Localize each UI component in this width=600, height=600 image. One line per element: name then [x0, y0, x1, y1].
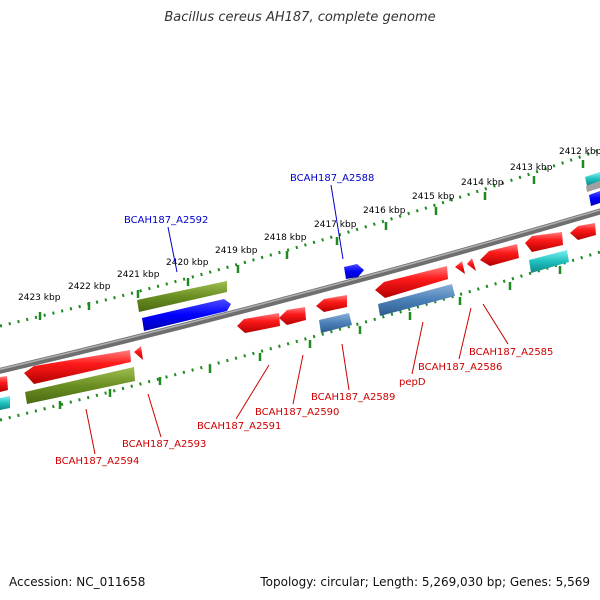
gene-feature[interactable] — [378, 284, 455, 316]
gene-feature[interactable] — [316, 295, 347, 312]
gene-feature[interactable] — [344, 264, 364, 279]
ruler-label: 2422 kbp — [68, 282, 111, 292]
gene-label[interactable]: BCAH187_A2589 — [311, 392, 395, 403]
ruler-label: 2413 kbp — [510, 163, 553, 173]
gene-label[interactable]: BCAH187_A2585 — [469, 347, 553, 358]
ruler-label: 2417 kbp — [314, 220, 357, 230]
genome-stats-text: Topology: circular; Length: 5,269,030 bp… — [260, 575, 590, 589]
gene-label[interactable]: BCAH187_A2591 — [197, 421, 281, 432]
gene-feature[interactable] — [0, 396, 10, 410]
forward-strand-features[interactable] — [137, 172, 600, 331]
gene-label[interactable]: BCAH187_A2593 — [122, 439, 206, 450]
gene-feature[interactable] — [570, 223, 596, 240]
gene-label[interactable]: BCAH187_A2586 — [418, 362, 502, 373]
gene-feature[interactable] — [137, 281, 227, 312]
gene-feature[interactable] — [24, 350, 131, 384]
gene-feature[interactable] — [529, 250, 569, 273]
gene-feature[interactable] — [589, 191, 600, 206]
lower-ruler-ticks — [58, 266, 562, 409]
gene-feature[interactable] — [585, 172, 600, 186]
genome-backbone — [0, 208, 600, 374]
gene-feature[interactable] — [134, 346, 143, 360]
gene-label[interactable]: BCAH187_A2594 — [55, 456, 139, 467]
gene-label[interactable]: pepD — [399, 377, 426, 388]
gene-label[interactable]: BCAH187_A2590 — [255, 407, 339, 418]
gene-feature[interactable] — [586, 181, 600, 192]
gene-feature[interactable] — [319, 313, 352, 333]
bottom-label-leaders — [85, 303, 509, 455]
ruler-label: 2420 kbp — [166, 258, 209, 268]
ruler-label: 2423 kbp — [18, 293, 61, 303]
lower-ruler-track — [0, 250, 600, 422]
gene-feature[interactable] — [525, 232, 563, 252]
gene-label[interactable]: BCAH187_A2588 — [290, 173, 374, 184]
upper-ruler-ticks — [38, 160, 585, 320]
gene-feature[interactable] — [142, 299, 231, 331]
accession-text: Accession: NC_011658 — [9, 575, 146, 589]
gene-feature[interactable] — [455, 261, 465, 274]
ruler-label: 2421 kbp — [117, 270, 160, 280]
ruler-label: 2416 kbp — [363, 206, 406, 216]
ruler-label: 2415 kbp — [412, 192, 455, 202]
gene-feature[interactable] — [375, 266, 448, 298]
bottom-gene-labels: BCAH187_A2594 BCAH187_A2593 BCAH187_A259… — [55, 347, 553, 467]
gene-feature[interactable] — [467, 258, 476, 271]
ruler-label: 2412 kbp — [559, 147, 600, 157]
ruler-labels: 2423 kbp 2422 kbp 2421 kbp 2420 kbp 2419… — [18, 147, 600, 303]
gene-feature[interactable] — [25, 367, 135, 404]
gene-label[interactable]: BCAH187_A2592 — [124, 215, 208, 226]
ruler-label: 2418 kbp — [264, 233, 307, 243]
gene-feature[interactable] — [0, 376, 8, 392]
gene-feature[interactable] — [237, 313, 280, 333]
top-gene-labels: BCAH187_A2592 BCAH187_A2588 — [124, 173, 374, 226]
gene-feature[interactable] — [480, 244, 519, 266]
map-title: Bacillus cereus AH187, complete genome — [164, 10, 436, 25]
reverse-strand-features[interactable] — [0, 223, 596, 410]
ruler-label: 2419 kbp — [215, 246, 258, 256]
ruler-label: 2414 kbp — [461, 178, 504, 188]
gene-feature[interactable] — [279, 307, 306, 325]
top-label-leaders — [167, 184, 344, 273]
